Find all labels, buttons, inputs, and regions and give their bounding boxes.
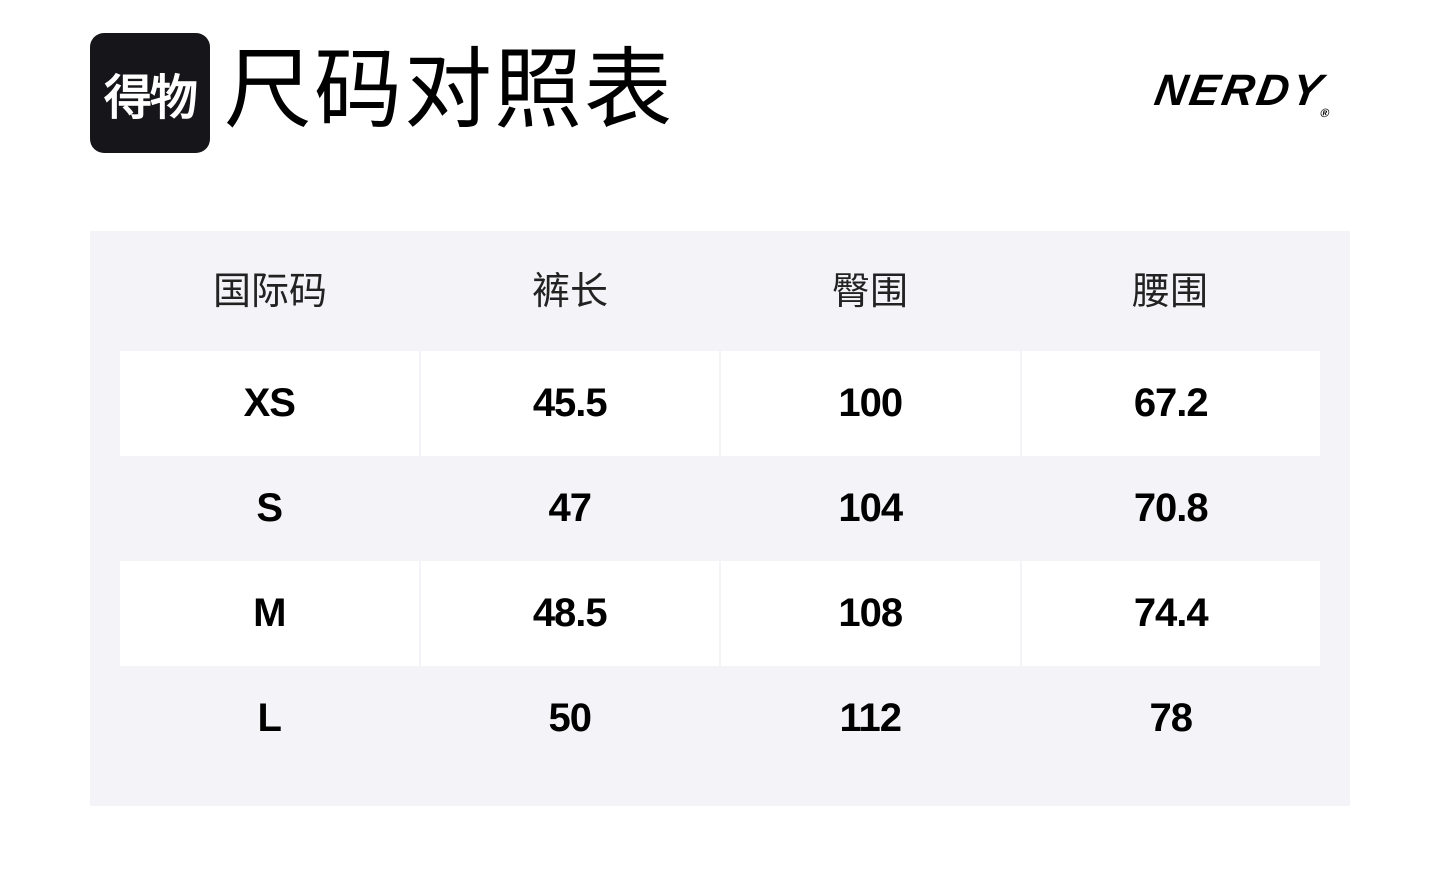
- table-row: M 48.5 108 74.4: [120, 561, 1320, 666]
- table-cell: 67.2: [1021, 351, 1320, 456]
- table-cell: XS: [120, 351, 419, 456]
- table-cell: 45.5: [420, 351, 719, 456]
- table-cell: 104: [838, 486, 903, 530]
- brand-name: NERDY: [1151, 66, 1329, 115]
- table-row: XS 45.5 100 67.2: [120, 351, 1320, 456]
- size-table: 国际码 裤长 臀围 腰围 XS 45.5 100 67.2 S 47 104 70.8 M 48.…: [90, 231, 1350, 806]
- page-title: 尺码对照表: [224, 38, 675, 141]
- logo-text: 得物: [103, 70, 198, 126]
- column-header: 裤长: [531, 269, 608, 313]
- table-cell: 74.4: [1021, 561, 1320, 666]
- table-cell: 100: [721, 351, 1020, 456]
- table-header: 国际码 裤长 臀围 腰围: [120, 251, 1320, 331]
- table-body: XS 45.5 100 67.2 S 47 104 70.8 M 48.5 108 74.4 L 50 11…: [120, 351, 1320, 771]
- table-cell: 47: [548, 486, 592, 530]
- table-cell: S: [256, 486, 283, 530]
- table-cell: 78: [1149, 696, 1193, 740]
- table-cell: L: [257, 696, 282, 740]
- table-row: L 50 112 78: [120, 666, 1320, 771]
- column-header: 国际码: [212, 269, 327, 313]
- table-cell: M: [120, 561, 419, 666]
- table-cell: 70.8: [1133, 486, 1209, 530]
- table-cell: 50: [548, 696, 592, 740]
- brand-logo: NERDY®: [1150, 66, 1337, 120]
- registered-mark: ®: [1319, 106, 1331, 120]
- column-header: 腰围: [1131, 269, 1208, 313]
- table-row: S 47 104 70.8: [120, 456, 1320, 561]
- table-cell: 48.5: [420, 561, 719, 666]
- table-cell: 108: [721, 561, 1020, 666]
- column-header: 臀围: [831, 269, 908, 313]
- dewu-logo: 得物: [90, 33, 210, 153]
- table-cell: 112: [839, 696, 902, 740]
